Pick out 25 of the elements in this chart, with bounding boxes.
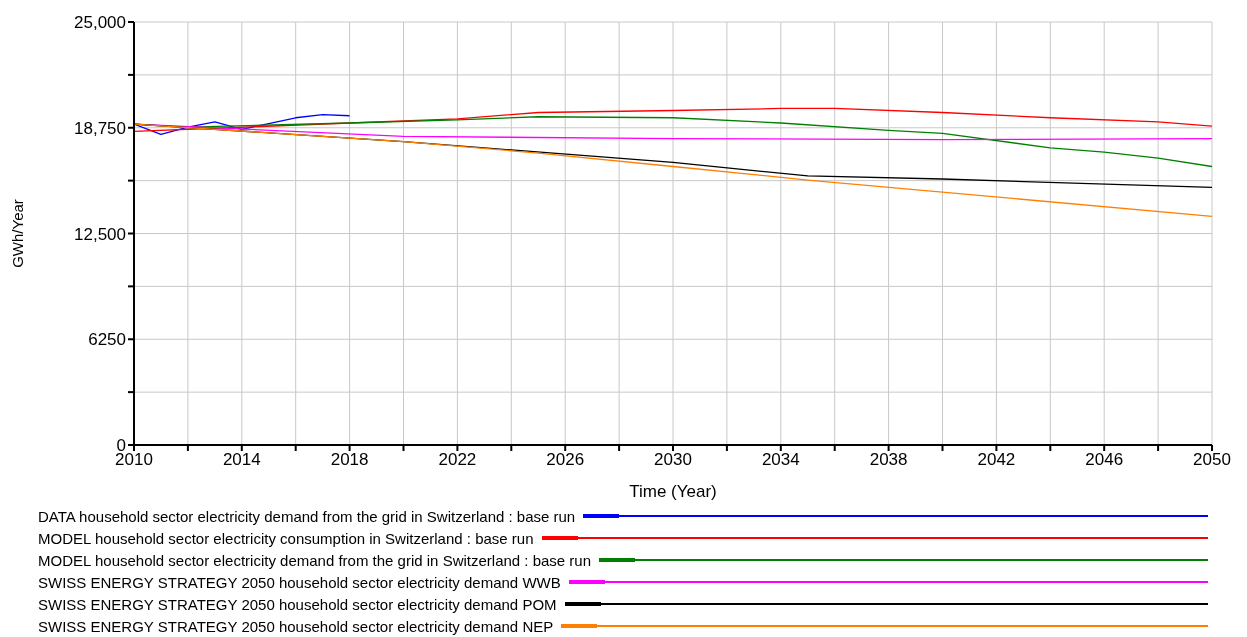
legend-label: SWISS ENERGY STRATEGY 2050 household sector electricity demand NEP (38, 617, 554, 635)
x-tick-label: 2034 (761, 450, 800, 470)
line-series (134, 107, 1212, 132)
x-tick-label: 2046 (1085, 450, 1124, 470)
legend-label: DATA household sector electricity demand from the grid in Switzerland : base run (38, 507, 576, 525)
y-tick-label: 12,500 (74, 224, 126, 244)
x-tick-label: 2042 (977, 450, 1016, 470)
line-series (134, 123, 1212, 141)
x-tick-label: 2038 (869, 450, 908, 470)
x-tick-label: 2014 (222, 450, 261, 470)
legend-label: SWISS ENERGY STRATEGY 2050 household sector electricity demand POM (38, 595, 557, 613)
y-axis-title: GWh/Year (9, 199, 27, 268)
line-series (134, 123, 1212, 218)
legend-label: SWISS ENERGY STRATEGY 2050 household sector electricity demand WWB (38, 573, 561, 591)
x-tick-label: 2030 (654, 450, 692, 470)
y-tick-label: 6250 (88, 330, 126, 350)
y-tick-label: 18,750 (74, 118, 126, 138)
y-tick-label: 25,000 (74, 13, 126, 33)
x-axis-title: Time (Year) (629, 482, 717, 501)
x-tick-label: 2022 (438, 450, 477, 470)
x-tick-label: 2026 (546, 450, 585, 470)
legend-label: MODEL household sector electricity demand from the grid in Switzerland : base run (38, 551, 592, 569)
x-tick-label: 2050 (1193, 450, 1231, 470)
x-tick-label: 2018 (330, 450, 369, 470)
legend-label: MODEL household sector electricity consumption in Switzerland : base run (38, 529, 534, 547)
